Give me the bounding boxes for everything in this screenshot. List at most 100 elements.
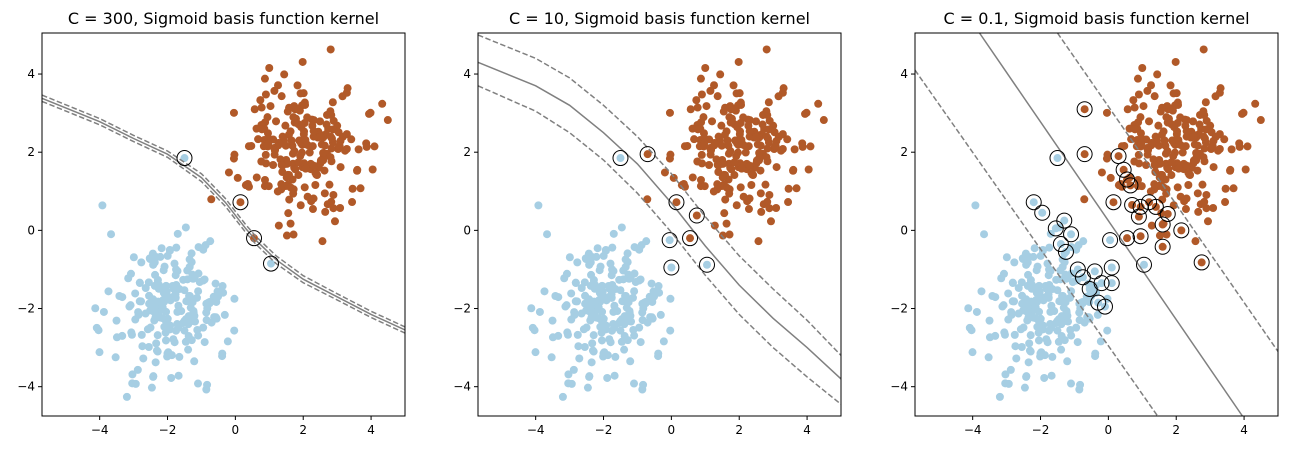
point-class-1	[1155, 231, 1164, 240]
point-class-0	[171, 271, 180, 280]
point-class-0	[138, 342, 147, 351]
point-class-0	[99, 307, 108, 316]
point-class-0	[650, 292, 659, 301]
margin-lower-line	[478, 85, 841, 405]
point-class-1	[1142, 160, 1151, 169]
point-class-0	[531, 348, 540, 357]
point-class-0	[1022, 372, 1031, 381]
point-class-0	[191, 317, 200, 326]
point-class-0	[98, 201, 107, 210]
point-class-0	[144, 342, 153, 351]
support-vector-point	[266, 259, 275, 268]
point-class-0	[1059, 293, 1068, 302]
y-tick-label: 4	[463, 67, 471, 81]
point-class-1	[762, 107, 771, 116]
support-vector-point	[1109, 198, 1118, 207]
point-class-0	[647, 279, 656, 288]
support-vector-ring	[1093, 275, 1110, 292]
point-class-1	[765, 190, 774, 199]
point-class-1	[1256, 116, 1265, 125]
point-class-1	[1216, 84, 1225, 93]
support-vector-ring	[1076, 101, 1093, 118]
support-vector-point	[1197, 258, 1206, 267]
point-class-1	[1176, 192, 1185, 201]
point-class-1	[1229, 184, 1238, 193]
point-class-0	[567, 289, 576, 298]
point-class-1	[298, 57, 307, 66]
point-class-0	[985, 316, 994, 325]
point-class-0	[616, 326, 625, 335]
point-class-1	[347, 135, 356, 144]
panel-c10: C = 10, Sigmoid basis function kernel −4 −…	[453, 9, 842, 437]
point-class-0	[161, 336, 170, 345]
margin-upper-line	[478, 34, 841, 356]
point-class-0	[587, 313, 596, 322]
point-class-0	[152, 253, 161, 262]
point-class-0	[112, 316, 121, 325]
point-class-0	[230, 326, 239, 335]
point-class-0	[534, 201, 543, 210]
point-class-0	[157, 244, 166, 253]
point-class-1	[1241, 165, 1250, 174]
point-class-1	[320, 141, 329, 150]
point-class-1	[1189, 117, 1198, 126]
point-class-1	[281, 121, 290, 130]
point-class-0	[597, 336, 606, 345]
point-class-1	[1123, 105, 1132, 114]
support-vector-point	[1158, 220, 1167, 229]
point-class-1	[1176, 141, 1185, 150]
point-class-1	[718, 173, 727, 182]
point-class-1	[730, 171, 739, 180]
point-class-1	[260, 74, 269, 83]
point-class-1	[252, 173, 261, 182]
point-class-0	[149, 260, 158, 269]
point-class-1	[341, 146, 350, 155]
point-class-1	[1208, 142, 1217, 151]
point-class-1	[229, 108, 238, 117]
point-class-1	[1199, 107, 1208, 116]
point-class-1	[316, 132, 325, 141]
point-class-1	[277, 92, 286, 101]
point-class-0	[147, 383, 156, 392]
point-class-1	[806, 142, 815, 151]
point-class-0	[581, 254, 590, 263]
point-class-0	[1053, 326, 1062, 335]
point-class-1	[338, 92, 347, 101]
point-class-1	[1154, 121, 1163, 130]
point-class-1	[764, 98, 773, 107]
point-class-1	[1202, 190, 1211, 199]
point-class-0	[146, 306, 155, 315]
point-class-1	[1181, 205, 1190, 214]
point-class-1	[368, 165, 377, 174]
point-class-1	[260, 175, 269, 184]
point-class-1	[713, 92, 722, 101]
point-class-1	[1167, 171, 1176, 180]
support-vector-point	[1085, 284, 1094, 293]
point-class-0	[535, 307, 544, 316]
point-class-1	[356, 184, 365, 193]
point-class-0	[126, 301, 135, 310]
support-vector-ring	[1103, 275, 1120, 292]
point-class-1	[772, 204, 781, 213]
point-class-0	[571, 279, 580, 288]
point-class-0	[149, 372, 158, 381]
point-class-1	[718, 231, 727, 240]
point-class-0	[609, 229, 618, 238]
decision-boundary-line	[478, 61, 841, 380]
point-class-0	[200, 275, 209, 284]
point-class-1	[1209, 163, 1218, 172]
point-class-1	[733, 123, 742, 132]
point-class-0	[1063, 357, 1072, 366]
point-class-0	[611, 352, 620, 361]
point-class-0	[610, 301, 619, 310]
point-class-1	[285, 103, 294, 112]
point-class-0	[199, 323, 208, 332]
point-class-0	[184, 312, 193, 321]
point-class-0	[614, 319, 623, 328]
point-class-1	[700, 139, 709, 148]
point-class-1	[1154, 141, 1163, 150]
point-class-0	[1065, 293, 1074, 302]
point-class-0	[988, 292, 997, 301]
point-class-0	[171, 326, 180, 335]
